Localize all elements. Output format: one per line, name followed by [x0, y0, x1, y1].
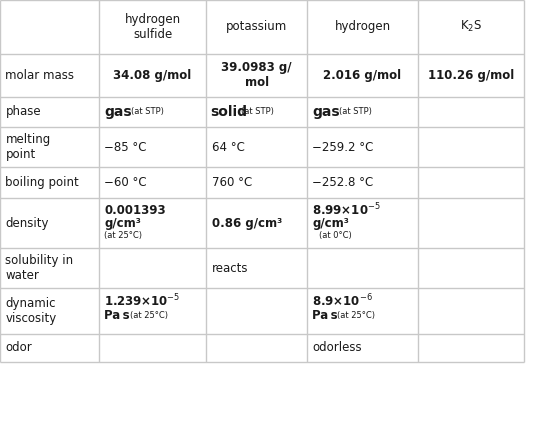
Text: 2.016 g/mol: 2.016 g/mol	[324, 69, 401, 82]
Text: −60 °C: −60 °C	[104, 176, 147, 189]
Text: 34.08 g/mol: 34.08 g/mol	[113, 69, 192, 82]
Text: hydrogen: hydrogen	[334, 20, 390, 33]
Text: Pa s: Pa s	[312, 308, 338, 322]
Text: phase: phase	[5, 106, 41, 118]
Text: mol: mol	[244, 76, 269, 89]
Text: (at 25°C): (at 25°C)	[104, 232, 142, 240]
Text: (at STP): (at STP)	[241, 108, 274, 116]
Text: K$_2$S: K$_2$S	[460, 19, 482, 34]
Text: g/cm³: g/cm³	[104, 217, 141, 230]
Text: g/cm³: g/cm³	[312, 217, 349, 230]
Text: Pa s: Pa s	[104, 308, 130, 322]
Text: (at STP): (at STP)	[339, 108, 372, 116]
Text: 8.99×10$^{-5}$: 8.99×10$^{-5}$	[312, 202, 381, 218]
Text: 0.001393: 0.001393	[104, 204, 166, 217]
Text: 39.0983 g/: 39.0983 g/	[222, 61, 292, 74]
Text: 110.26 g/mol: 110.26 g/mol	[428, 69, 514, 82]
Text: −85 °C: −85 °C	[104, 141, 147, 154]
Text: 8.9×10$^{-6}$: 8.9×10$^{-6}$	[312, 293, 373, 310]
Text: 0.86 g/cm³: 0.86 g/cm³	[212, 217, 282, 230]
Text: 64 °C: 64 °C	[212, 141, 245, 154]
Text: dynamic
viscosity: dynamic viscosity	[5, 297, 56, 325]
Text: hydrogen
sulfide: hydrogen sulfide	[124, 13, 181, 41]
Text: −259.2 °C: −259.2 °C	[312, 141, 374, 154]
Text: potassium: potassium	[226, 20, 287, 33]
Text: odorless: odorless	[312, 341, 362, 354]
Text: odor: odor	[5, 341, 32, 354]
Text: (at 25°C): (at 25°C)	[130, 311, 168, 320]
Text: (at STP): (at STP)	[131, 108, 165, 116]
Text: 1.239×10$^{-5}$: 1.239×10$^{-5}$	[104, 293, 181, 310]
Text: −252.8 °C: −252.8 °C	[312, 176, 374, 189]
Text: boiling point: boiling point	[5, 176, 79, 189]
Text: gas: gas	[104, 105, 132, 119]
Text: melting
point: melting point	[5, 133, 50, 161]
Text: molar mass: molar mass	[5, 69, 74, 82]
Text: (at 0°C): (at 0°C)	[319, 232, 351, 240]
Text: density: density	[5, 217, 49, 230]
Text: reacts: reacts	[212, 262, 248, 275]
Text: 760 °C: 760 °C	[212, 176, 252, 189]
Text: solubility in
water: solubility in water	[5, 254, 73, 282]
Text: gas: gas	[312, 105, 340, 119]
Text: solid: solid	[211, 105, 248, 119]
Text: (at 25°C): (at 25°C)	[337, 311, 375, 320]
